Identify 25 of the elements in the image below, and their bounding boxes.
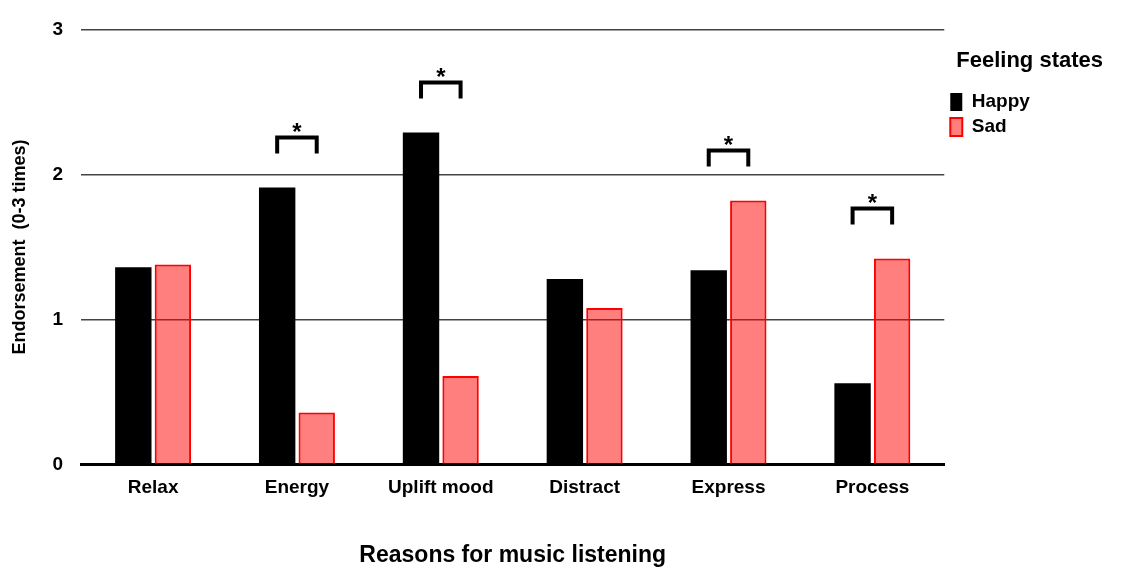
bar <box>586 307 623 464</box>
x-tick-label: Energy <box>264 476 330 498</box>
x-tick-label: Express <box>691 476 766 498</box>
y-tick-label: 3 <box>52 17 64 39</box>
x-tick-label: Relax <box>127 476 179 498</box>
y-tick-label: 1 <box>52 307 64 329</box>
y-tick-label: 2 <box>52 162 64 184</box>
bar <box>730 200 767 464</box>
annotation: * <box>436 63 447 91</box>
y-axis-title: Endorsement (0-3 times) <box>8 139 29 355</box>
bar <box>873 258 911 464</box>
x-axis-title: Reasons for music listening <box>359 540 667 567</box>
legend-title: Feeling states <box>956 47 1103 73</box>
annotation: * <box>723 131 734 159</box>
bar <box>298 412 335 464</box>
x-tick-label: Distract <box>549 476 621 498</box>
x-tick-label: Process <box>835 476 910 498</box>
annotation: * <box>867 189 878 217</box>
bar <box>442 376 479 464</box>
legend-label: Sad <box>971 115 1007 137</box>
x-tick-label: Uplift mood <box>388 476 494 498</box>
y-tick-label: 0 <box>52 452 64 474</box>
legend-label: Happy <box>971 90 1031 112</box>
bar <box>154 264 192 464</box>
annotation: * <box>292 118 303 146</box>
